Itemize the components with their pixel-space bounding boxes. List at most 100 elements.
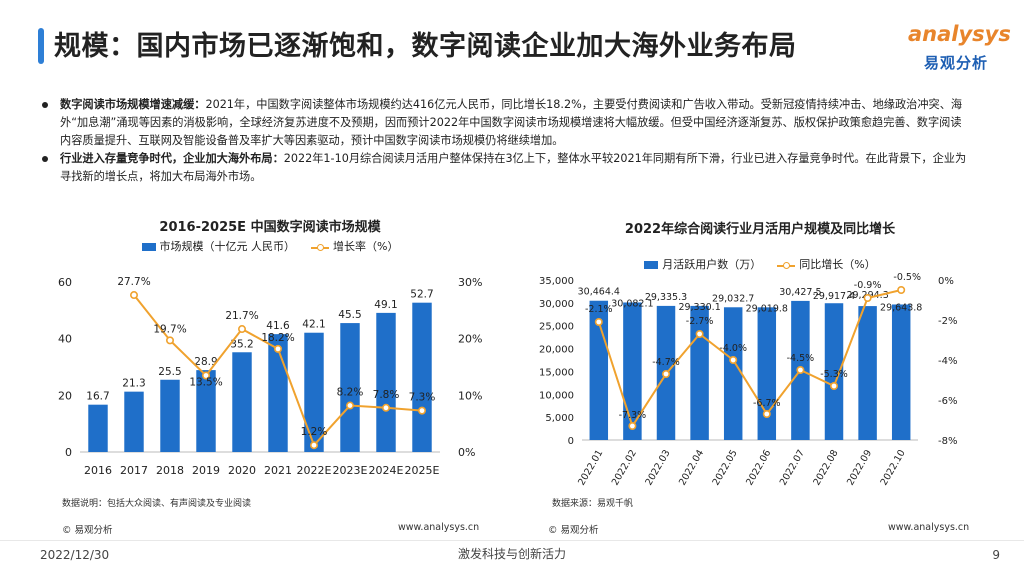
bar [232,352,252,452]
line-point [594,317,603,326]
line-point [729,356,738,365]
bullet-dot [42,156,48,162]
bar [88,404,108,452]
bar-data-label: 29,917.4 [813,291,855,302]
legend-line-label: 同比增长（%） [799,258,876,271]
bar-data-label: 41.6 [266,320,290,332]
line-data-label: -7.3% [619,410,647,421]
y-right-tick-label: 0% [938,276,954,287]
x-tick-label: 2023E [333,464,368,477]
bar-data-label: 30,464.4 [578,287,620,298]
bar [304,332,324,452]
line-point [238,325,247,334]
bar [412,302,432,452]
line-point [863,293,872,302]
y-right-tick-label: 20% [458,333,482,346]
legend-bar-swatch [644,261,659,269]
x-tick-label: 2017 [120,464,148,477]
bar-data-label: 28.9 [194,356,217,368]
bar-data-label: 16.7 [86,391,109,403]
line-point [274,344,283,353]
y-left-tick-label: 5,000 [545,413,574,424]
bar-data-label: 30,082.1 [611,298,653,309]
y-right-tick-label: 30% [458,276,482,289]
x-tick-label: 2022.09 [845,448,874,488]
chart-note: 数据来源：易观千帆 [552,499,634,509]
chart-title: 2022年综合阅读行业月活用户规模及同比增长 [624,222,896,237]
bar-data-label: 45.5 [338,309,361,321]
bar [623,302,642,440]
x-tick-label: 2022.07 [778,448,807,488]
line-data-label: -4.0% [719,343,747,354]
chart-left-website: www.analysys.cn [398,522,480,533]
bullet-dot [42,102,48,108]
bar-data-label: 29,032.7 [712,293,754,304]
x-tick-label: 2022.02 [610,448,639,488]
line-point [309,441,318,450]
line-data-label: -2.1% [585,304,613,315]
line-data-label: -5.3% [820,369,848,380]
x-tick-label: 2022.08 [811,448,840,488]
chart-right-plot: 0 5,000 10,000 15,000 20,000 25,000 30,000 35,0… [539,272,957,488]
chart-title: 2016-2025E 中国数字阅读市场规模 [159,220,381,235]
bullet-heading: 行业进入存量竞争时代，企业加大海外布局： [60,152,284,165]
bar-data-label: 29,330.1 [678,302,720,313]
y-right-tick-label: -8% [938,436,957,447]
y-left-tick-label: 35,000 [539,276,574,287]
line-data-label: 13.5% [189,377,222,389]
line-data-label: -4.7% [652,357,680,368]
bar-data-label: 35.2 [230,338,253,350]
line-point [345,401,354,410]
y-right-tick-label: 0% [458,446,475,459]
line-data-label: -6.7% [753,398,781,409]
line-point [829,382,838,391]
x-tick-label: 2021 [264,464,292,477]
chart-monthly-active-users: 2022年综合阅读行业月活用户规模及同比增长 月活跃用户数（万） 同比增长（%） … [530,214,990,514]
bar [196,370,216,452]
line-point [897,285,906,294]
line-point [628,422,637,431]
bar-data-label: 49.1 [374,299,397,311]
chart-right-copyright: © 易观分析 [548,525,599,536]
bar [723,307,743,440]
y-right-tick-label: -2% [938,316,957,327]
line-data-label: 18.2% [261,332,294,344]
line-data-label: 27.7% [117,276,150,288]
legend-line-swatch [777,261,796,270]
y-left-tick-label: 20,000 [539,345,574,356]
bar-data-label: 29,335.3 [645,292,687,303]
summary-bullets: 数字阅读市场规模增速减缓：2021年，中国数字阅读整体市场规模约达416亿元人民… [40,96,970,186]
bar [376,312,396,452]
line-point [796,366,805,375]
page-title: 规模：国内市场已逐渐饱和，数字阅读企业加大海外业务布局 [54,31,797,62]
line-data-label: 1.2% [301,426,328,438]
analysys-logo: analysys 易观分析 [902,22,1011,78]
bar-data-label: 52.7 [410,289,433,301]
y-right-tick-label: 10% [458,389,482,402]
line-data-label: -2.7% [686,316,714,327]
line-data-label: 8.2% [337,387,364,399]
footer-slogan: 激发科技与创新活力 [457,547,566,561]
legend-bar-label: 月活跃用户数（万） [662,258,762,271]
bullet-text: 2021年，中国数字阅读整体市场规模约达416亿元人民币，同比增长18.2%，主… [60,98,963,147]
logo-text-cn: 易观分析 [924,54,989,72]
y-left-tick-label: 25,000 [539,322,574,333]
bar-data-label: 21.3 [122,378,145,390]
y-left-tick-label: 10,000 [539,390,574,401]
chart-left-copyright: © 易观分析 [62,525,113,536]
x-tick-label: 2022.10 [879,448,908,488]
line-point [130,291,139,300]
chart-note: 数据说明：包括大众阅读、有声阅读及专业阅读 [62,499,252,509]
line-point [166,336,175,345]
legend-bar-label: 市场规模（十亿元 人民币） [159,240,296,253]
bar-data-label: 42.1 [302,319,325,331]
footer-date: 2022/12/30 [40,548,110,562]
x-tick-label: 2022.03 [643,448,672,488]
bullet-text: 2022年1-10月综合阅读月活用户整体保持在3亿上下，整体水平较2021年同期… [60,152,967,183]
x-tick-label: 2022.06 [744,448,773,488]
logo-text-en: analysys [908,22,1011,46]
chart-right-website: www.analysys.cn [888,522,970,533]
bar [757,307,777,440]
x-tick-label: 2022.01 [576,448,605,488]
x-tick-label: 2020 [228,464,256,477]
